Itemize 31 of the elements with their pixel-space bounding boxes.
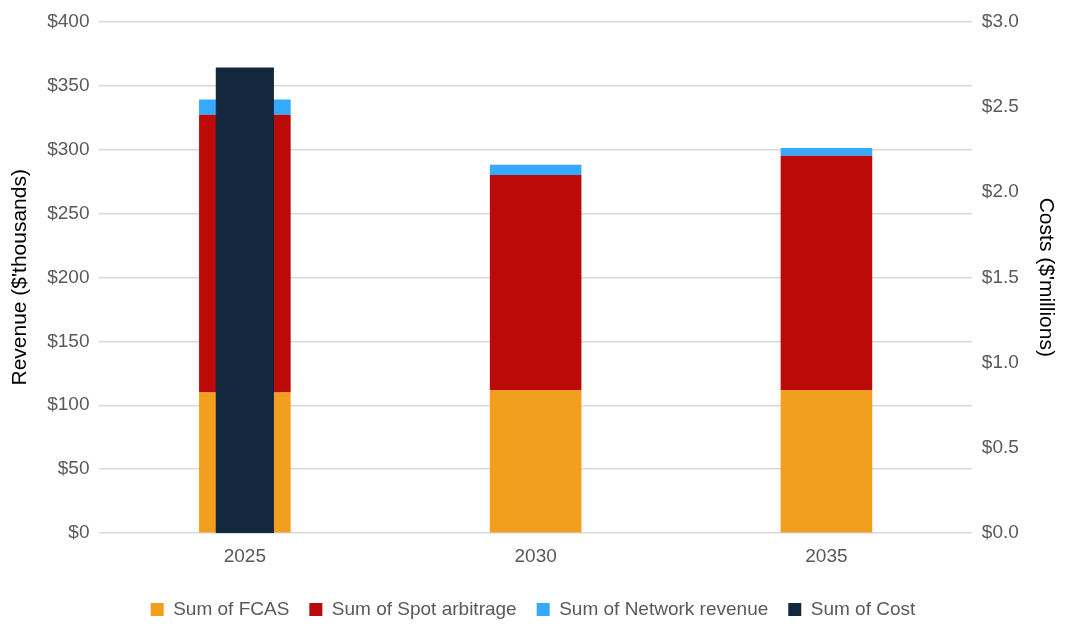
legend-label: Sum of FCAS [173, 597, 290, 619]
bar [489, 389, 582, 533]
y-tick-label: $100 [47, 393, 90, 415]
legend-label: Sum of Network revenue [559, 597, 769, 619]
y-tick-label: $250 [47, 201, 90, 223]
bar [780, 155, 873, 390]
y-tick-label: $200 [47, 265, 90, 287]
y-tick-label: $400 [47, 9, 90, 31]
bar [780, 389, 873, 533]
bar [489, 174, 582, 390]
legend-label: Sum of Spot arbitrage [331, 597, 517, 619]
y-tick-label: $150 [47, 329, 90, 351]
legend-label: Sum of Cost [810, 597, 917, 619]
bar [780, 148, 873, 156]
y2-tick-label: $0.5 [981, 436, 1019, 458]
y2-tick-label: $0.0 [981, 521, 1019, 543]
y2-tick-label: $1.0 [981, 350, 1019, 372]
x-tick-label: 2030 [514, 544, 557, 566]
y-axis-title: Revenue ($'thousands) [7, 169, 31, 386]
y2-tick-label: $2.0 [981, 180, 1019, 202]
y-tick-label: $300 [47, 137, 90, 159]
y2-tick-label: $2.5 [981, 94, 1019, 116]
x-tick-label: 2035 [805, 544, 848, 566]
bar [489, 164, 582, 175]
y-tick-label: $0 [68, 521, 90, 543]
y-tick-label: $50 [57, 457, 90, 479]
y2-tick-label: $1.5 [981, 265, 1019, 287]
y-tick-label: $350 [47, 73, 90, 95]
y2-axis-title: Costs ($'millions) [1035, 197, 1059, 357]
y2-tick-label: $3.0 [981, 9, 1019, 31]
x-tick-label: 2025 [223, 544, 266, 566]
